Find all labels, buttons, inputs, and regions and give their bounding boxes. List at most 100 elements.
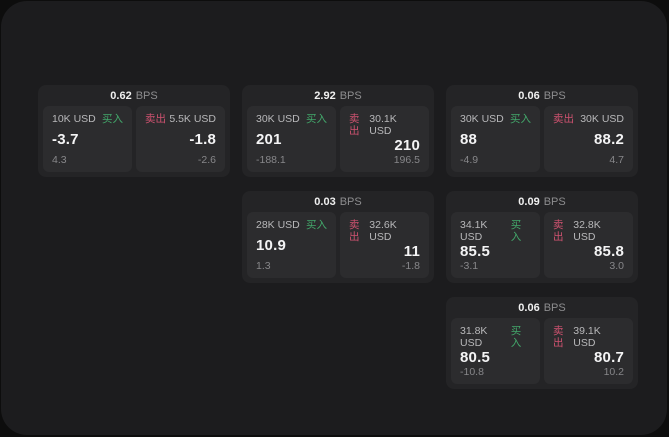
buy-sub-value: -10.8 xyxy=(460,366,484,378)
quote-card: 0.03 BPS 28K USD 买入 10.9 1.3 卖出 32.6K US… xyxy=(242,191,434,283)
sell-size-label: 39.1K USD xyxy=(573,325,601,349)
quote-panels: 34.1K USD 买入 85.5 -3.1 卖出 32.8K USD 85.8… xyxy=(451,212,633,278)
sell-quote-panel[interactable]: 卖出 5.5K USD -1.8 -2.6 xyxy=(136,106,225,172)
quote-card-grid: 0.62 BPS 10K USD 买入 -3.7 4.3 卖出 5.5K USD… xyxy=(38,85,638,389)
quote-panels: 28K USD 买入 10.9 1.3 卖出 32.6K USD 11 -1.8 xyxy=(247,212,429,278)
buy-sub-value: -3.1 xyxy=(460,260,479,272)
buy-tag: 买入 xyxy=(510,325,522,349)
bps-value: 0.62 xyxy=(110,89,132,102)
sell-tag: 卖出 xyxy=(553,325,564,349)
buy-sub-value: 1.3 xyxy=(256,260,271,272)
quote-panels: 10K USD 买入 -3.7 4.3 卖出 5.5K USD -1.8 -2.… xyxy=(43,106,225,172)
buy-panel-header: 34.1K USD 买入 xyxy=(460,219,531,243)
sell-tag: 卖出 xyxy=(553,113,574,125)
sell-price-value: 11 xyxy=(403,243,420,260)
sell-panel-header: 卖出 5.5K USD xyxy=(145,113,216,125)
sell-price-value: -1.8 xyxy=(189,131,216,148)
buy-tag: 买入 xyxy=(306,219,327,231)
buy-sub-value: -4.9 xyxy=(460,154,479,166)
sell-sub-value: 196.5 xyxy=(393,154,420,166)
bps-value: 0.03 xyxy=(314,195,336,208)
sell-price-value: 80.7 xyxy=(594,349,624,366)
bps-value: 2.92 xyxy=(314,89,336,102)
buy-price-value: 88 xyxy=(460,131,478,148)
quote-card: 0.09 BPS 34.1K USD 买入 85.5 -3.1 卖出 32.8K… xyxy=(446,191,638,283)
buy-price-value: 80.5 xyxy=(460,349,490,366)
buy-quote-panel[interactable]: 30K USD 买入 88 -4.9 xyxy=(451,106,540,172)
buy-size-label: 34.1K USD xyxy=(460,219,488,243)
sell-sub-value: -2.6 xyxy=(197,154,216,166)
buy-size-label: 30K USD xyxy=(256,113,300,125)
buy-tag: 买入 xyxy=(510,219,522,243)
bps-unit-label: BPS xyxy=(339,89,362,102)
buy-price-value: 10.9 xyxy=(256,237,286,254)
bps-header: 0.03 BPS xyxy=(247,191,429,212)
bps-header: 0.09 BPS xyxy=(451,191,633,212)
sell-tag: 卖出 xyxy=(349,113,360,137)
buy-quote-panel[interactable]: 30K USD 买入 201 -188.1 xyxy=(247,106,336,172)
buy-quote-panel[interactable]: 31.8K USD 买入 80.5 -10.8 xyxy=(451,318,540,384)
sell-quote-panel[interactable]: 卖出 30.1K USD 210 196.5 xyxy=(340,106,429,172)
sell-price-value: 88.2 xyxy=(594,131,624,148)
sell-quote-panel[interactable]: 卖出 32.8K USD 85.8 3.0 xyxy=(544,212,633,278)
sell-panel-header: 卖出 39.1K USD xyxy=(553,325,624,349)
sell-panel-header: 卖出 30K USD xyxy=(553,113,624,125)
bps-value: 0.06 xyxy=(518,89,540,102)
buy-price-value: 201 xyxy=(256,131,282,148)
bps-unit-label: BPS xyxy=(543,195,566,208)
buy-price-value: 85.5 xyxy=(460,243,490,260)
sell-panel-header: 卖出 32.8K USD xyxy=(553,219,624,243)
buy-sub-value: 4.3 xyxy=(52,154,67,166)
sell-size-label: 30K USD xyxy=(580,113,624,125)
sell-sub-value: 4.7 xyxy=(609,154,624,166)
bps-unit-label: BPS xyxy=(135,89,158,102)
quote-card: 0.62 BPS 10K USD 买入 -3.7 4.3 卖出 5.5K USD… xyxy=(38,85,230,177)
sell-sub-value: 10.2 xyxy=(603,366,624,378)
buy-size-label: 28K USD xyxy=(256,219,300,231)
bps-header: 0.06 BPS xyxy=(451,297,633,318)
quote-card: 0.06 BPS 30K USD 买入 88 -4.9 卖出 30K USD 8… xyxy=(446,85,638,177)
quote-panels: 31.8K USD 买入 80.5 -10.8 卖出 39.1K USD 80.… xyxy=(451,318,633,384)
sell-tag: 卖出 xyxy=(145,113,166,125)
sell-size-label: 32.6K USD xyxy=(369,219,397,243)
quote-card: 0.06 BPS 31.8K USD 买入 80.5 -10.8 卖出 39.1… xyxy=(446,297,638,389)
buy-size-label: 30K USD xyxy=(460,113,504,125)
bps-header: 2.92 BPS xyxy=(247,85,429,106)
sell-quote-panel[interactable]: 卖出 30K USD 88.2 4.7 xyxy=(544,106,633,172)
quote-card: 2.92 BPS 30K USD 买入 201 -188.1 卖出 30.1K … xyxy=(242,85,434,177)
sell-size-label: 5.5K USD xyxy=(169,113,216,125)
bps-header: 0.62 BPS xyxy=(43,85,225,106)
quote-panels: 30K USD 买入 88 -4.9 卖出 30K USD 88.2 4.7 xyxy=(451,106,633,172)
sell-quote-panel[interactable]: 卖出 32.6K USD 11 -1.8 xyxy=(340,212,429,278)
buy-quote-panel[interactable]: 10K USD 买入 -3.7 4.3 xyxy=(43,106,132,172)
buy-tag: 买入 xyxy=(510,113,531,125)
sell-tag: 卖出 xyxy=(349,219,360,243)
buy-quote-panel[interactable]: 34.1K USD 买入 85.5 -3.1 xyxy=(451,212,540,278)
buy-panel-header: 30K USD 买入 xyxy=(256,113,327,125)
buy-panel-header: 31.8K USD 买入 xyxy=(460,325,531,349)
sell-panel-header: 卖出 30.1K USD xyxy=(349,113,420,137)
sell-size-label: 32.8K USD xyxy=(573,219,601,243)
buy-panel-header: 30K USD 买入 xyxy=(460,113,531,125)
sell-size-label: 30.1K USD xyxy=(369,113,397,137)
buy-size-label: 31.8K USD xyxy=(460,325,488,349)
bps-value: 0.06 xyxy=(518,301,540,314)
bps-header: 0.06 BPS xyxy=(451,85,633,106)
bps-unit-label: BPS xyxy=(543,301,566,314)
bps-value: 0.09 xyxy=(518,195,540,208)
sell-quote-panel[interactable]: 卖出 39.1K USD 80.7 10.2 xyxy=(544,318,633,384)
buy-sub-value: -188.1 xyxy=(256,154,286,166)
sell-price-value: 85.8 xyxy=(594,243,624,260)
sell-sub-value: 3.0 xyxy=(609,260,624,272)
bps-unit-label: BPS xyxy=(543,89,566,102)
buy-panel-header: 28K USD 买入 xyxy=(256,219,327,231)
sell-price-value: 210 xyxy=(394,137,420,154)
sell-sub-value: -1.8 xyxy=(401,260,420,272)
buy-price-value: -3.7 xyxy=(52,131,79,148)
buy-size-label: 10K USD xyxy=(52,113,96,125)
buy-panel-header: 10K USD 买入 xyxy=(52,113,123,125)
buy-quote-panel[interactable]: 28K USD 买入 10.9 1.3 xyxy=(247,212,336,278)
quote-panels: 30K USD 买入 201 -188.1 卖出 30.1K USD 210 1… xyxy=(247,106,429,172)
bps-unit-label: BPS xyxy=(339,195,362,208)
